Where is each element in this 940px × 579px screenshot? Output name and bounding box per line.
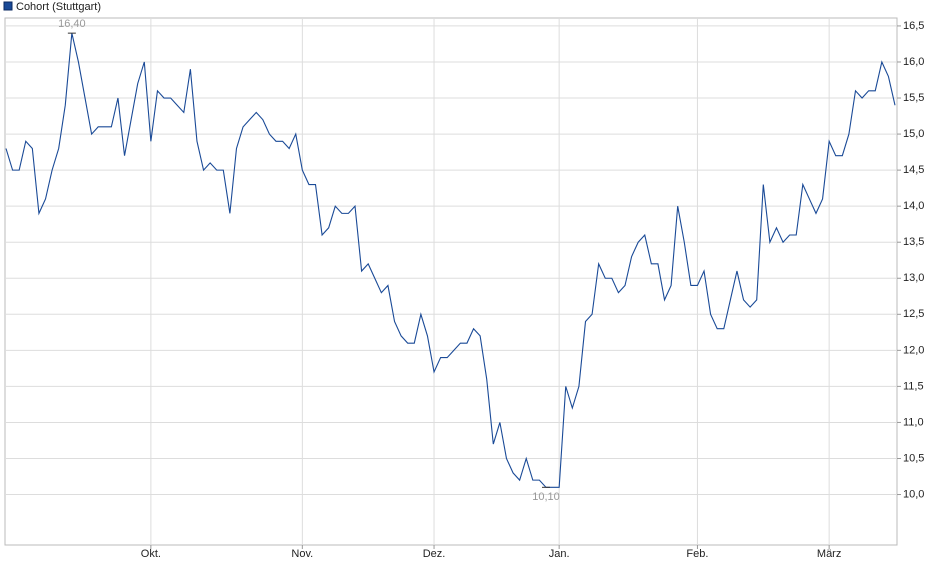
y-tick-label: 13,5 [903,236,924,248]
y-tick-label: 16,5 [903,20,924,32]
y-tick-label: 13,0 [903,272,924,284]
x-tick-label: Dez. [423,548,446,560]
y-tick-label: 16,0 [903,56,924,68]
y-tick-label: 14,0 [903,200,924,212]
legend-swatch [3,1,13,11]
x-tick-label: Nov. [291,548,313,560]
y-tick-label: 11,0 [903,416,924,428]
y-tick-label: 14,5 [903,164,924,176]
legend-label: Cohort (Stuttgart) [16,1,101,13]
y-tick-label: 15,0 [903,128,924,140]
x-tick-label: Jan. [549,548,570,560]
y-tick-label: 15,5 [903,92,924,104]
x-tick-label: März [817,548,841,560]
plot-area [4,17,898,546]
y-tick-label: 10,5 [903,452,924,464]
extreme-label: 16,40 [58,18,86,30]
extreme-label: 10,10 [532,491,560,503]
y-tick-label: 10,0 [903,488,924,500]
x-tick-label: Okt. [141,548,161,560]
y-tick-label: 12,0 [903,344,924,356]
y-tick-label: 11,5 [903,380,924,392]
price-line [5,33,896,488]
x-tick-label: Feb. [686,548,708,560]
y-tick-label: 12,5 [903,308,924,320]
